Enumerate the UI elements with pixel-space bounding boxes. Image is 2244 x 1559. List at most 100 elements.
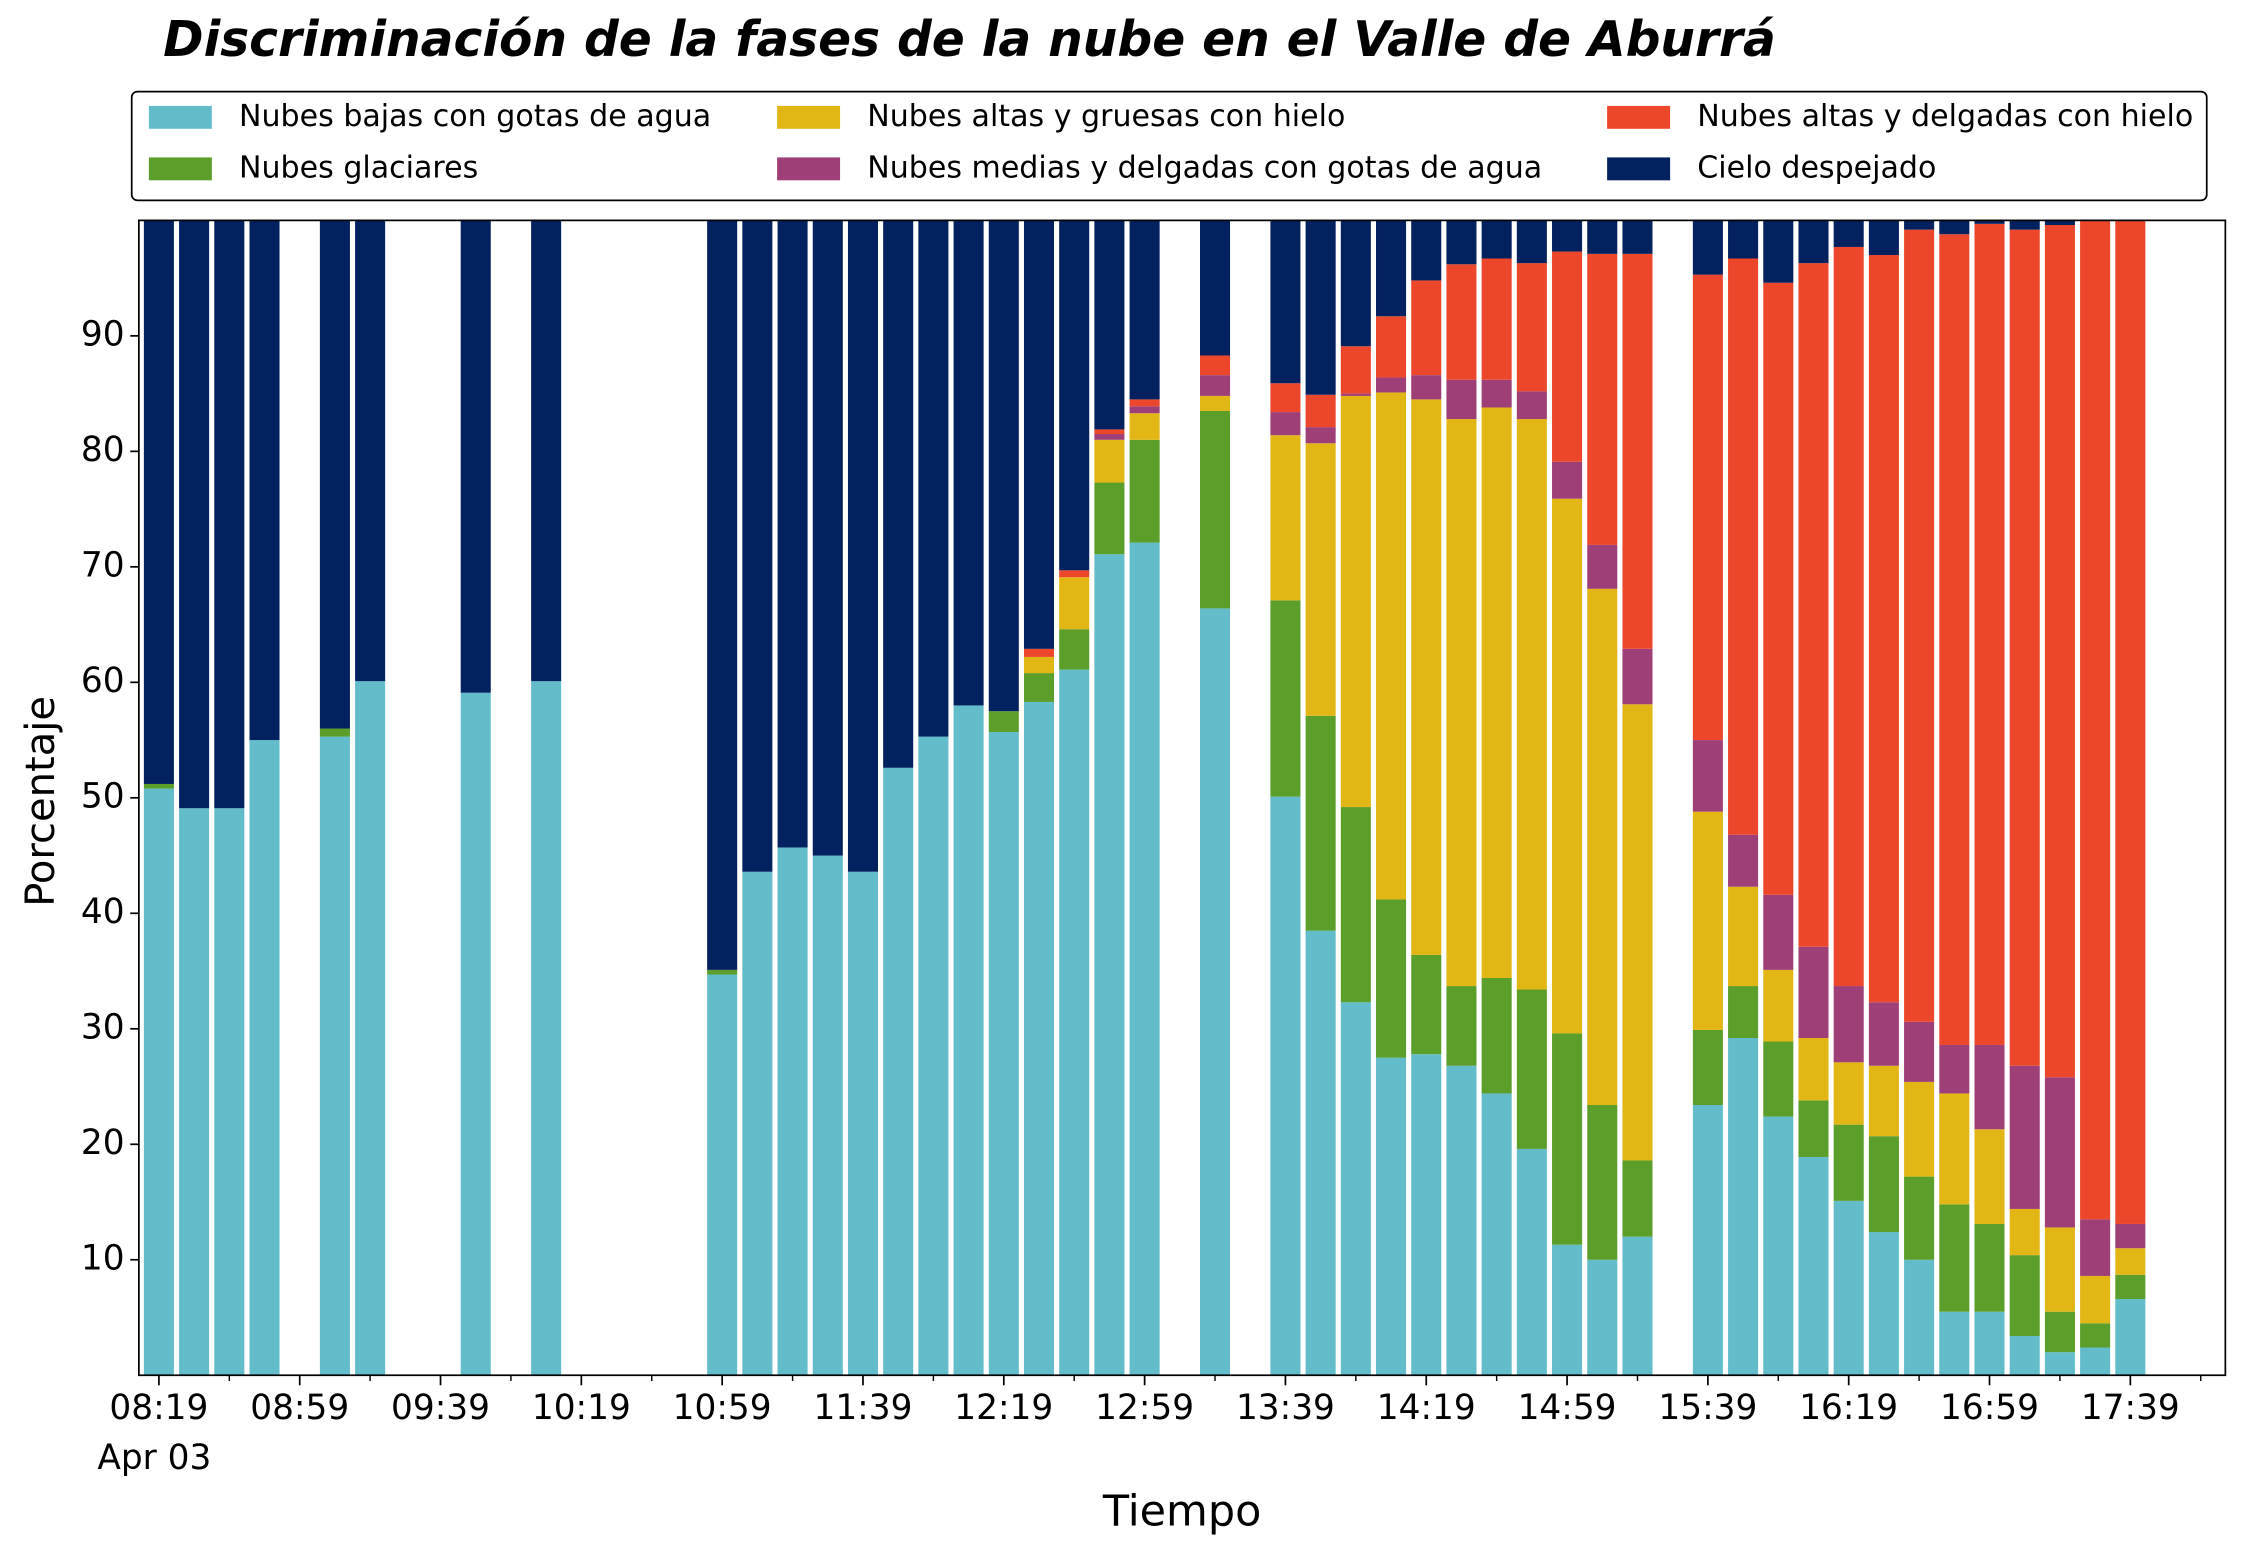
bar-segment (1059, 570, 1090, 578)
bar-segment (143, 788, 174, 1376)
bar-segment (707, 974, 738, 1376)
bar-segment (1059, 220, 1090, 571)
bar-segment (1798, 220, 1829, 264)
bar-segment (988, 711, 1019, 732)
bar-segment (1129, 399, 1160, 407)
bar-segment (355, 220, 386, 682)
date-label: Apr 03 (97, 1438, 211, 1478)
bar-segment (1974, 220, 2005, 224)
legend-swatch (1607, 105, 1671, 129)
bar-segment (179, 808, 210, 1376)
bar-segment (1833, 1200, 1864, 1376)
bar-segment (1974, 1223, 2005, 1312)
bar-segment (249, 740, 280, 1376)
bar-segment (1587, 220, 1618, 254)
bar-segment (1340, 393, 1371, 396)
bar-segment (1904, 1176, 1935, 1260)
bar-segment (1305, 394, 1336, 428)
x-tick-label: 09:39 (391, 1388, 490, 1428)
bar-segment (1411, 954, 1442, 1055)
bar-segment (1481, 258, 1512, 380)
bar-segment (1516, 220, 1547, 264)
bar-segment (1974, 1311, 2005, 1376)
bar-segment (1376, 899, 1407, 1058)
bar-segment (1587, 253, 1618, 545)
bar-segment (1023, 673, 1055, 702)
bar-segment (1692, 811, 1723, 1030)
bar-segment (1376, 392, 1407, 900)
bar-segment (1481, 1093, 1512, 1376)
bar-segment (1340, 346, 1371, 394)
y-tick-label: 40 (81, 892, 125, 932)
bar-segment (1199, 410, 1231, 609)
x-tick-label: 10:19 (532, 1388, 631, 1428)
bar-segment (1692, 220, 1723, 275)
x-tick-label: 15:39 (1658, 1388, 1757, 1428)
bar-segment (460, 220, 491, 693)
bar-segment (1552, 251, 1583, 462)
y-axis-label: Porcentaje (18, 696, 64, 907)
bar-segment (2009, 1335, 2040, 1376)
bar-segment (214, 220, 245, 809)
bar-segment (143, 783, 174, 789)
legend-label: Nubes glaciares (239, 150, 478, 185)
bar-segment (1094, 439, 1125, 483)
x-tick-label: 14:59 (1518, 1388, 1617, 1428)
bar-segment (319, 728, 350, 737)
bar-segment (1376, 316, 1407, 378)
bar-segment (1340, 807, 1371, 1003)
bar-segment (1798, 1156, 1829, 1376)
bar-segment (847, 220, 879, 872)
bar-segment (777, 847, 808, 1376)
bar-segment (1094, 434, 1125, 440)
bar-segment (1552, 498, 1583, 1034)
y-tick-label: 80 (81, 430, 125, 470)
bar-segment (1587, 544, 1618, 589)
bar-segment (1728, 986, 1759, 1039)
bar-segment (1199, 395, 1231, 411)
bar-segment (2044, 1352, 2075, 1376)
bar-segment (1270, 600, 1301, 797)
bar-segment (918, 220, 949, 737)
bar-segment (1904, 1081, 1935, 1177)
bar-segment (1340, 220, 1371, 347)
bar-segment (2080, 1347, 2111, 1376)
bar-segment (883, 767, 914, 1376)
bar-segment (2115, 1248, 2146, 1275)
legend-swatch (777, 157, 841, 181)
legend-label: Nubes altas y gruesas con hielo (867, 99, 1345, 134)
bar-segment (953, 220, 984, 706)
bar-segment (1798, 263, 1829, 947)
bar-segment (1305, 220, 1336, 395)
bar-segment (1868, 1065, 1899, 1137)
bar-segment (742, 871, 773, 1376)
bar-segment (460, 692, 491, 1376)
bar-segment (1798, 1038, 1829, 1101)
bar-segment (1763, 1041, 1794, 1117)
bar-segment (2044, 1311, 2075, 1353)
bar-segment (1129, 542, 1160, 1376)
bar-segment (1622, 220, 1653, 254)
legend-label: Nubes bajas con gotas de agua (239, 99, 711, 134)
bar-segment (1833, 220, 1864, 247)
bar-segment (2009, 1255, 2040, 1336)
legend-label: Nubes altas y delgadas con hielo (1697, 99, 2193, 134)
bar-segment (1270, 796, 1301, 1376)
bar-segment (1023, 648, 1055, 657)
bar-segment (1340, 1002, 1371, 1376)
bar-segment (742, 220, 773, 872)
bar-segment (2044, 1227, 2075, 1312)
y-tick-label: 60 (81, 661, 125, 701)
legend-swatch (777, 105, 841, 129)
x-tick-label: 16:59 (1940, 1388, 2039, 1428)
bar-segment (1692, 1029, 1723, 1106)
legend-swatch (148, 105, 212, 129)
bar-segment (1199, 355, 1231, 376)
bar-segment (1446, 986, 1477, 1066)
bar-segment (1798, 946, 1829, 1039)
bar-segment (1059, 629, 1090, 670)
x-tick-label: 11:39 (814, 1388, 913, 1428)
bar-segment (812, 220, 843, 856)
bar-segment (1376, 220, 1407, 317)
bar-segment (1023, 701, 1055, 1376)
